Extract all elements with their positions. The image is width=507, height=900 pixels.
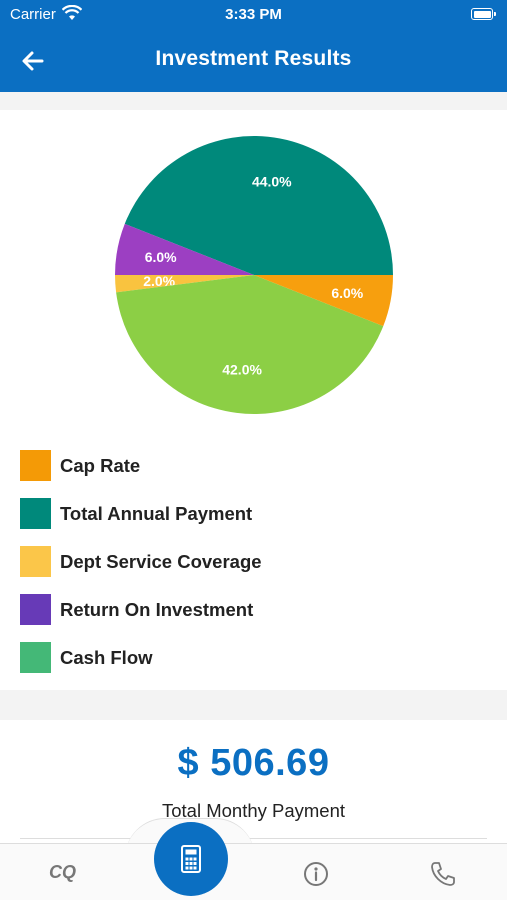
pie-slice-label: 42.0% [222, 361, 262, 377]
wifi-icon [62, 5, 82, 20]
navigation-bar: Investment Results [0, 30, 507, 92]
pie-slice [115, 275, 254, 293]
tab-info[interactable] [302, 844, 332, 900]
legend-label: Cap Rate [60, 455, 141, 476]
carrier-label: Carrier [10, 6, 56, 23]
payment-summary: $ 506.69 Total Monthy Payment [0, 720, 507, 850]
tab-phone[interactable] [429, 844, 459, 900]
legend-label: Dept Service Coverage [60, 551, 262, 572]
cq-logo: CQ [49, 862, 76, 882]
info-icon [304, 862, 328, 886]
divider [20, 838, 487, 839]
phone-icon [431, 862, 455, 886]
legend-swatch [20, 498, 51, 529]
legend-label: Return On Investment [60, 599, 254, 620]
calculator-button[interactable] [154, 822, 228, 896]
calculator-icon [181, 845, 201, 873]
page-title: Investment Results [155, 47, 352, 70]
tab-cq[interactable]: CQ [40, 844, 90, 900]
legend-label: Total Annual Payment [60, 503, 253, 524]
pie-slice [116, 275, 384, 415]
results-card: 44.0% 6.0% 2.0% 42.0% 6.0% Cap Rate Total An… [0, 110, 507, 690]
pie-slice-label: 2.0% [143, 273, 175, 289]
legend-swatch [20, 450, 51, 481]
pie-slice [254, 275, 393, 327]
monthly-payment-caption: Total Monthy Payment [161, 800, 346, 821]
legend-swatch [20, 642, 51, 673]
back-arrow-icon[interactable] [18, 46, 48, 76]
clock: 3:33 PM [225, 6, 282, 23]
battery-icon [471, 8, 496, 20]
pie-slice-label: 6.0% [331, 285, 363, 301]
pie-slice-label: 44.0% [252, 174, 292, 190]
tab-bar: CQ [0, 843, 507, 900]
legend-swatch [20, 546, 51, 577]
pie-slice-label: 6.0% [145, 249, 177, 265]
pie-slice [124, 135, 393, 275]
legend-swatch [20, 594, 51, 625]
status-bar: Carrier 3:33 PM [0, 0, 507, 30]
pie-chart: 44.0% 6.0% 2.0% 42.0% 6.0% [115, 135, 393, 415]
monthly-payment-amount: $ 506.69 [177, 742, 330, 784]
pie-slice [115, 223, 254, 275]
legend-label: Cash Flow [60, 647, 153, 668]
